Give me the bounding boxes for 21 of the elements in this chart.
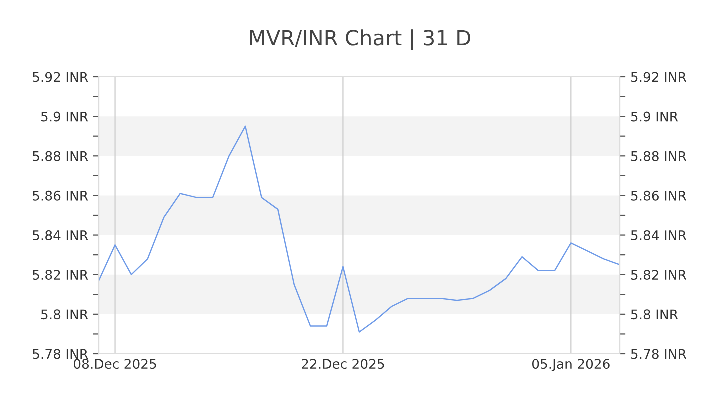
y-tick-label: 5.82 INR xyxy=(33,270,88,280)
chart-title: MVR/INR Chart | 31 D xyxy=(250,30,470,50)
y-tick-label: 5.9 INR xyxy=(41,112,88,122)
line-series xyxy=(99,126,620,333)
y-tick-label: 5.8 INR xyxy=(41,310,88,320)
y2-tick-label: 5.88 INR xyxy=(631,151,687,162)
x-tick-label: 22.Dec 2025 xyxy=(302,359,384,370)
y2-tick-label: 5.8 INR xyxy=(631,310,678,320)
y2-tick-label: 5.9 INR xyxy=(631,112,678,122)
y2-tick-label: 5.82 INR xyxy=(631,270,687,280)
y2-tick-label: 5.92 INR xyxy=(631,72,687,82)
y-tick-label: 5.78 INR xyxy=(33,349,88,360)
y-tick-label: 5.88 INR xyxy=(33,151,88,162)
y2-tick-label: 5.84 INR xyxy=(631,230,687,240)
x-tick-label: 08.Dec 2025 xyxy=(74,359,156,370)
x-tick-label: 05.Jan 2026 xyxy=(532,359,610,372)
y2-tick-label: 5.78 INR xyxy=(631,349,687,360)
y-tick-label: 5.92 INR xyxy=(33,72,88,82)
y-tick-label: 5.84 INR xyxy=(33,230,88,240)
y-tick-label: 5.86 INR xyxy=(33,190,88,201)
y2-tick-label: 5.86 INR xyxy=(631,190,687,201)
